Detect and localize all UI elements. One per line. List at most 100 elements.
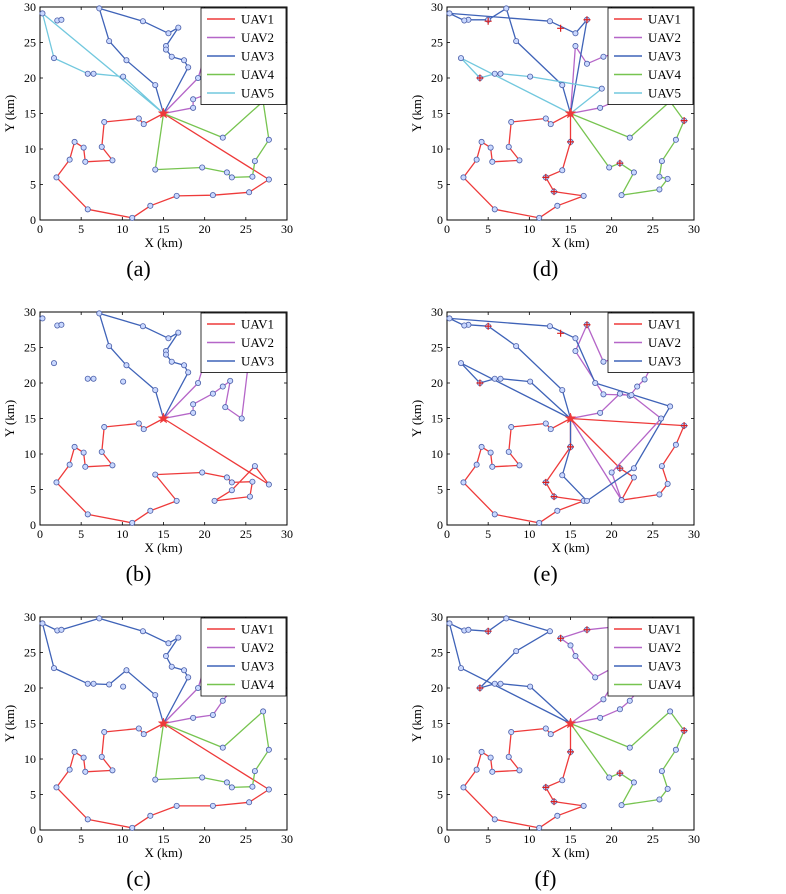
target-node: [80, 144, 87, 151]
legend-label: UAV4: [648, 67, 681, 82]
target-node: [223, 474, 230, 481]
target-node: [66, 461, 73, 468]
plus-marker: [484, 17, 492, 25]
y-tick-label: 25: [24, 36, 36, 50]
target-node: [667, 708, 674, 715]
target-node: [135, 420, 142, 427]
target-node: [98, 448, 105, 455]
y-tick-label: 5: [437, 178, 443, 192]
x-tick-label: 20: [199, 832, 211, 846]
legend: UAV1 UAV2 UAV3 UAV4: [200, 617, 287, 697]
target-node: [129, 824, 136, 831]
target-node: [185, 674, 192, 681]
target-node: [251, 158, 258, 165]
target-node: [446, 315, 453, 322]
target-node: [98, 143, 105, 150]
target-node: [223, 779, 230, 786]
target-node: [265, 786, 272, 793]
target-node: [129, 519, 136, 526]
target-node: [656, 491, 663, 498]
target-node: [672, 441, 679, 448]
target-node: [600, 391, 607, 398]
target-node: [542, 725, 549, 732]
target-node: [90, 375, 97, 382]
x-axis-label: X (km): [552, 845, 590, 860]
x-tick-label: 30: [688, 527, 700, 541]
target-node: [165, 30, 172, 37]
depot-star: [564, 107, 577, 119]
target-node: [228, 784, 235, 791]
target-node: [505, 143, 512, 150]
target-node: [487, 449, 494, 456]
target-node: [152, 692, 159, 699]
plus-marker: [476, 74, 484, 82]
x-tick-label: 30: [281, 832, 293, 846]
target-node: [168, 53, 175, 60]
target-node: [50, 55, 57, 62]
target-node: [190, 104, 197, 111]
y-tick-label: 0: [437, 518, 443, 532]
y-tick-label: 20: [24, 681, 36, 695]
target-node: [616, 390, 623, 397]
target-node: [162, 653, 169, 660]
plus-marker: [567, 138, 574, 146]
target-node: [554, 812, 561, 819]
x-tick-label: 25: [240, 222, 252, 236]
plus-marker: [550, 188, 558, 196]
target-node: [572, 30, 579, 37]
target-node: [461, 322, 468, 329]
target-node: [618, 497, 625, 504]
chart-panel-5: 0 5 10 15 20 25 30 0 5 10 15 20 25 30 X (km) Y (km) (c) U…: [2, 610, 293, 891]
y-tick-label: 30: [431, 610, 443, 624]
target-node: [658, 415, 665, 422]
y-tick-label: 0: [30, 823, 36, 837]
panel-label: (a): [126, 256, 150, 281]
target-node: [547, 731, 554, 738]
target-node: [71, 748, 78, 755]
y-tick-label: 30: [431, 305, 443, 319]
y-tick-label: 10: [431, 752, 443, 766]
target-node: [465, 626, 472, 633]
target-node: [84, 70, 91, 77]
target-node: [478, 748, 485, 755]
y-tick-label: 30: [24, 305, 36, 319]
x-tick-label: 15: [565, 527, 577, 541]
panel-label: (d): [533, 256, 559, 281]
target-node: [478, 443, 485, 450]
legend-label: UAV3: [648, 49, 681, 64]
plus-marker: [583, 16, 591, 24]
target-node: [513, 343, 520, 350]
y-tick-label: 30: [431, 0, 443, 14]
target-node: [173, 497, 180, 504]
legend-label: UAV1: [241, 12, 274, 27]
target-node: [195, 685, 202, 692]
y-tick-label: 15: [24, 107, 36, 121]
y-tick-label: 20: [24, 376, 36, 390]
target-node: [618, 192, 625, 199]
x-tick-label: 20: [606, 832, 618, 846]
target-node: [547, 121, 554, 128]
y-tick-label: 20: [431, 71, 443, 85]
y-tick-label: 10: [24, 752, 36, 766]
target-node: [120, 683, 127, 690]
target-node: [251, 768, 258, 775]
target-node: [106, 681, 113, 688]
y-tick-label: 10: [431, 142, 443, 156]
target-node: [559, 167, 566, 174]
target-node: [39, 10, 46, 17]
target-node: [181, 57, 188, 64]
target-node: [626, 697, 633, 704]
target-node: [58, 321, 65, 328]
target-node: [265, 176, 272, 183]
x-tick-label: 10: [523, 222, 535, 236]
target-node: [185, 369, 192, 376]
legend: UAV1 UAV2 UAV3 UAV4 UAV5: [200, 7, 287, 105]
y-tick-label: 0: [30, 213, 36, 227]
target-node: [656, 186, 663, 193]
legend-label: UAV1: [648, 12, 681, 27]
target-node: [592, 379, 599, 386]
target-node: [227, 377, 234, 384]
legend-label: UAV4: [241, 677, 274, 692]
legend-label: UAV3: [241, 354, 274, 369]
